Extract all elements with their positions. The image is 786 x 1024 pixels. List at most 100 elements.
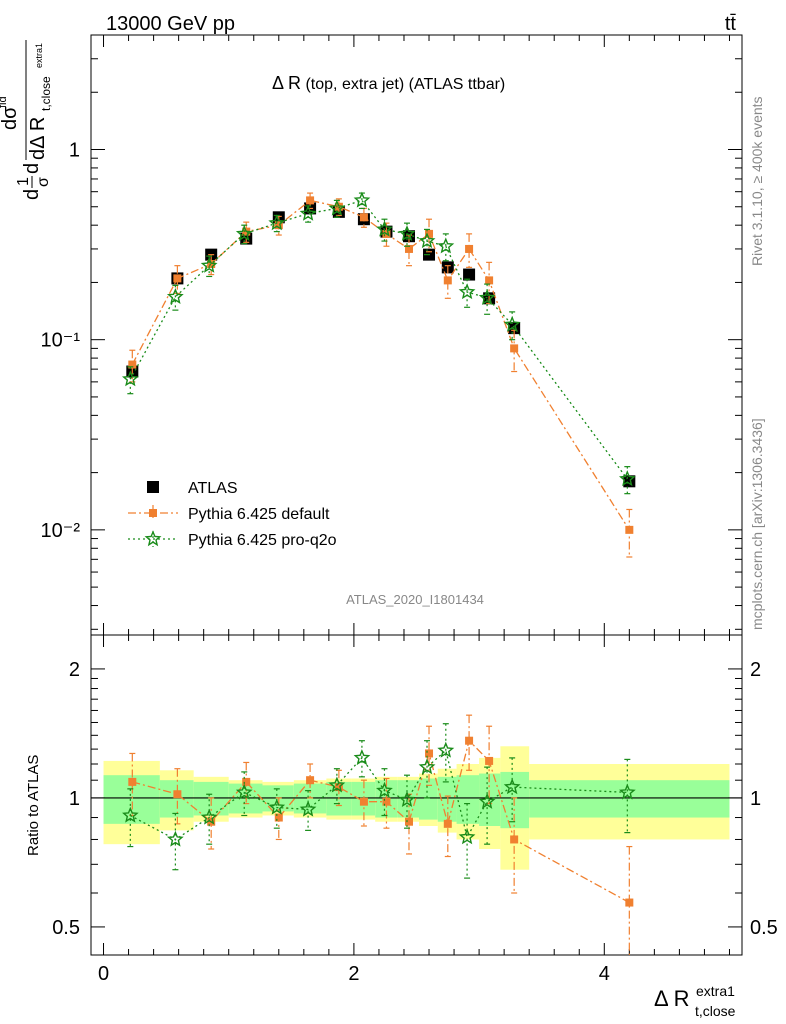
data-point: [510, 344, 519, 353]
data-point: [353, 749, 371, 766]
ylabel-frac2-den-sub: t,close: [39, 76, 53, 111]
data-point: [207, 259, 216, 268]
data-point: [242, 777, 251, 786]
data-point: [173, 274, 182, 283]
data-point: [235, 225, 253, 241]
ratio-y-tick-label-right: 2: [750, 659, 761, 681]
data-point: [128, 360, 137, 369]
data-point: [359, 213, 368, 222]
data-point: [458, 283, 476, 300]
data-point: [478, 792, 496, 809]
data-point: [334, 783, 343, 792]
ratio-y-tick-label: 1: [69, 788, 80, 810]
data-point: [274, 813, 283, 822]
mcplots-label: mcplots.cern.ch [arXiv:1306.3436]: [749, 418, 765, 630]
uncertainty-band-inner: [500, 771, 530, 829]
series-line: [129, 199, 628, 480]
uncertainty-band-inner: [437, 776, 457, 822]
ratio-y-tick-label: 0.5: [52, 917, 80, 939]
xlabel-sub: t,close: [695, 1003, 736, 1019]
data-point: [334, 202, 343, 211]
data-point: [398, 790, 416, 807]
legend: ATLAS Pythia 6.425 default Pythia 6.425 pr…: [128, 480, 337, 549]
ratio-y-tick-label-right: 0.5: [750, 917, 778, 939]
data-point: [200, 808, 218, 825]
data-point: [122, 806, 139, 823]
svg-text:Δ R (top, extra jet) (ATLAS tt: Δ R (top, extra jet) (ATLAS ttbar): [272, 73, 505, 93]
data-point: [404, 244, 413, 253]
data-point: [503, 778, 521, 795]
ylabel-d2: d: [21, 163, 43, 174]
data-point: [443, 276, 452, 285]
atlas-point: [463, 268, 476, 281]
analysis-id: ATLAS_2020_I1801434: [346, 592, 484, 607]
series-line: [129, 749, 628, 841]
data-point: [458, 828, 476, 845]
legend-label: ATLAS: [188, 480, 238, 497]
header-left: 13000 GeV pp: [106, 13, 235, 35]
uncertainty-band-inner: [397, 780, 420, 818]
data-point: [437, 237, 455, 254]
ylabel-frac2-den-subsup: extra1: [34, 43, 44, 68]
ylabel-frac2-num-sup: fid: [0, 96, 9, 108]
ratio-y-tick-label-right: 1: [750, 788, 761, 810]
data-point: [235, 783, 253, 800]
ratio-y-axis-label: Ratio to ATLAS: [25, 755, 42, 856]
upper-y-axis-label: d 1 σ d dσ fid dΔ R t,close extra1: [0, 40, 53, 200]
upper-plot: 1 10⁻¹ 10⁻²: [41, 34, 743, 636]
data-point: [382, 797, 391, 806]
data-point: [465, 244, 474, 253]
data-point: [353, 191, 371, 208]
legend-label: Pythia 6.425 default: [188, 506, 330, 523]
data-point: [268, 798, 286, 815]
rivet-label: Rivet 3.1.10, ≥ 400k events: [749, 96, 765, 266]
header-right: tt̄: [725, 13, 737, 35]
data-point: [437, 741, 455, 758]
ratio-plot: 0 2 4 2 2 1 1 0.5 0.5: [52, 634, 778, 985]
ratio-y-tick-label: 2: [69, 659, 80, 681]
data-point: [418, 232, 436, 249]
data-point: [376, 220, 393, 237]
data-point: [268, 214, 286, 231]
series-line: [131, 199, 630, 531]
data-point: [625, 525, 634, 534]
data-point: [425, 749, 434, 758]
data-point: [306, 776, 315, 785]
data-point: [359, 797, 368, 806]
data-point: [625, 898, 634, 907]
data-point: [485, 756, 494, 765]
uncertainty-band-inner: [456, 775, 480, 824]
data-point: [166, 830, 184, 847]
data-point: [121, 370, 139, 387]
data-point: [418, 758, 436, 775]
data-point: [299, 800, 317, 817]
data-point: [618, 470, 636, 487]
ylabel-frac1-num: 1: [15, 177, 32, 186]
series-line: [132, 739, 630, 904]
data-point: [398, 225, 416, 241]
y-tick-label: 1: [69, 139, 80, 161]
legend-label: Pythia 6.425 pro-q2o: [188, 532, 337, 549]
x-tick-label: 2: [348, 963, 359, 985]
data-point: [465, 736, 474, 745]
uncertainty-band-inner: [529, 780, 730, 818]
data-point: [443, 819, 452, 828]
data-point: [425, 229, 434, 238]
ylabel-d: d: [21, 189, 43, 200]
data-point: [503, 315, 521, 332]
xlabel-sup: extra1: [696, 983, 735, 999]
data-point: [328, 199, 346, 216]
plot-title-main: Δ R: [272, 73, 301, 93]
data-point: [306, 196, 315, 205]
x-tick-label: 4: [599, 963, 610, 985]
legend-marker-atlas: [147, 481, 159, 493]
data-point: [478, 288, 496, 305]
y-tick-label: 10⁻²: [41, 520, 81, 542]
data-point: [618, 783, 636, 800]
ylabel-frac1-den: σ: [35, 177, 52, 187]
ylabel-frac2-den: dΔ R: [27, 117, 49, 160]
legend-marker-default: [149, 509, 157, 517]
data-point: [485, 276, 494, 285]
data-point: [376, 781, 393, 798]
